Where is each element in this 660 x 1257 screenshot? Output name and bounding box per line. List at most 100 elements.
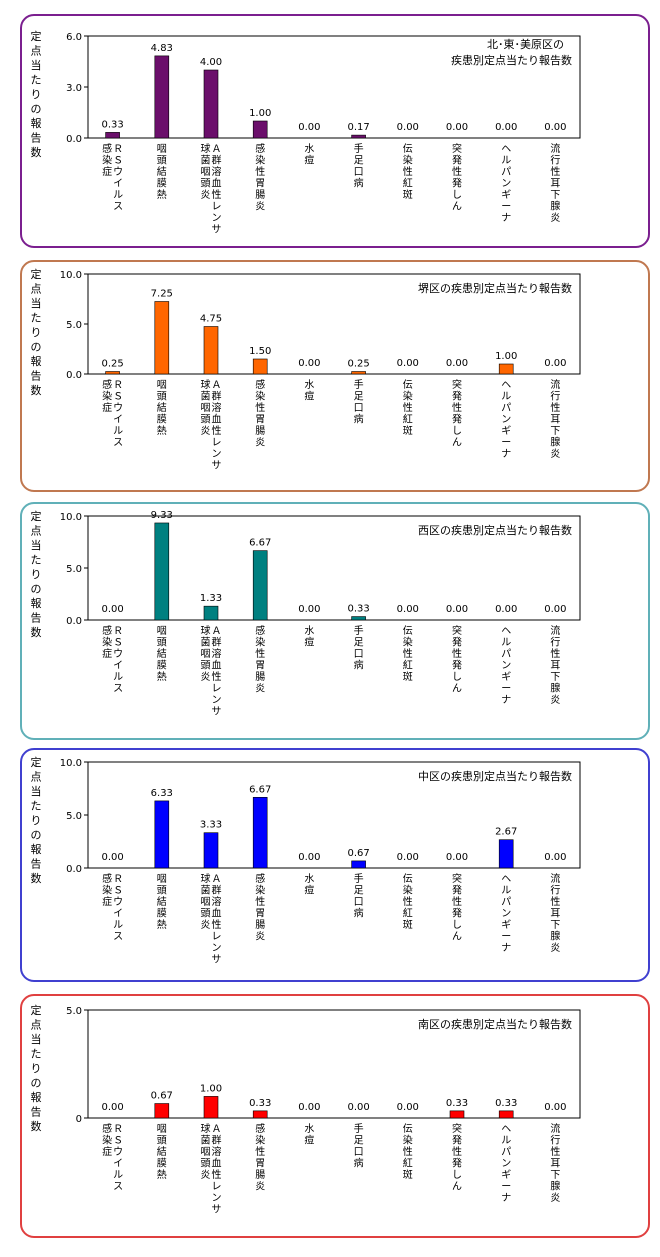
category-label-char: 斑: [403, 918, 413, 931]
category-label-char: 性: [403, 647, 413, 660]
category-label-char: 結: [157, 1145, 167, 1158]
category-label-char: ル: [113, 672, 123, 683]
category-label-char: 胃: [255, 908, 265, 920]
category-label-char: 斑: [403, 188, 413, 201]
data-label: 0.00: [446, 852, 468, 863]
bar: [252, 550, 268, 621]
category-label-char: 熱: [157, 424, 167, 437]
category-label-char: レ: [212, 932, 222, 943]
category-label-char: 結: [157, 401, 167, 414]
category-label-char: 伝: [403, 873, 413, 885]
category-label-char: 痘: [304, 884, 314, 897]
category-label-char: 突: [452, 378, 462, 391]
category-label-char: 発: [452, 636, 462, 649]
category-label-char: 膜: [157, 660, 167, 672]
category-label-char: 性: [212, 188, 222, 201]
category-label-char: 行: [550, 154, 560, 167]
data-label: 0.00: [544, 852, 566, 863]
category-label-char: 行: [550, 390, 560, 403]
category-label-char: 頭: [201, 908, 211, 920]
category-label-char: ン: [501, 909, 511, 920]
data-label: 1.00: [200, 1083, 222, 1094]
category-label-char: ル: [501, 156, 511, 167]
y-axis-label-char: の: [31, 341, 42, 354]
category-label-char: 咽: [201, 1146, 211, 1158]
data-label: 0.00: [298, 852, 320, 863]
category-label-char: 発: [452, 413, 462, 426]
bar: [351, 134, 366, 139]
data-label: 1.50: [249, 346, 271, 357]
category-label-char: 症: [102, 401, 112, 414]
category-label-char: 斑: [403, 424, 413, 437]
category-label-char: ル: [113, 426, 123, 437]
category-label-char: ヘ: [501, 874, 511, 885]
category-label-char: ん: [452, 931, 462, 943]
category-label-char: 群: [212, 884, 222, 897]
category-label-char: ス: [113, 932, 123, 943]
category-label-char: 症: [102, 165, 112, 178]
category-label-char: 菌: [201, 885, 211, 897]
category-label-char: ギ: [501, 425, 511, 437]
category-label-char: 流: [550, 624, 560, 637]
data-label: 0.33: [446, 1098, 468, 1109]
data-label: 6.33: [151, 788, 173, 799]
category-label-char: 症: [102, 647, 112, 660]
y-axis-label-char: 定: [31, 29, 42, 43]
category-label-char: ナ: [501, 942, 511, 954]
category-label-char: 頭: [157, 637, 167, 649]
data-label: 0.33: [347, 604, 369, 615]
category-label-char: 性: [212, 1168, 222, 1181]
category-label-char: 咽: [157, 143, 167, 155]
data-label: 0.00: [101, 604, 123, 615]
category-label-char: ん: [452, 437, 462, 449]
data-label: 0.00: [544, 1102, 566, 1113]
y-tick-label: 0.0: [66, 864, 82, 875]
category-label-char: 性: [255, 1145, 265, 1158]
category-label-char: 腸: [255, 919, 265, 931]
category-label-char: 染: [403, 154, 413, 167]
category-label-char: ナ: [501, 212, 511, 224]
category-label-char: 染: [255, 636, 265, 649]
category-label-char: 血: [212, 1157, 222, 1170]
category-label-char: 咽: [157, 625, 167, 637]
bar: [203, 69, 219, 139]
category-label-char: ル: [501, 886, 511, 897]
y-axis-label-char: り: [31, 814, 42, 827]
category-label-char: 痘: [304, 390, 314, 403]
data-label: 0.00: [495, 122, 517, 133]
data-label: 0.67: [347, 848, 369, 859]
category-label-char: 結: [157, 895, 167, 908]
category-label-char: 胃: [255, 414, 265, 426]
category-label-char: 血: [212, 413, 222, 426]
category-label-char: 腺: [550, 930, 560, 943]
category-label-char: 性: [212, 918, 222, 931]
y-tick-label: 5.0: [66, 320, 82, 331]
category-label-char: 水: [304, 873, 314, 885]
category-label-char: ル: [113, 190, 123, 201]
category-label-char: 腸: [255, 425, 265, 437]
category-label-char: 炎: [201, 1169, 211, 1181]
category-label-char: 染: [403, 390, 413, 403]
data-label: 6.67: [249, 538, 271, 549]
category-label-char: 溶: [212, 401, 222, 414]
category-label-char: 溶: [212, 1145, 222, 1158]
category-label-char: Ａ: [212, 626, 222, 637]
category-label-char: 血: [212, 177, 222, 190]
data-label: 0.00: [544, 358, 566, 369]
category-label-char: 性: [255, 401, 265, 414]
category-label-char: 菌: [201, 1135, 211, 1147]
category-label-char: ウ: [113, 648, 123, 660]
y-axis-label-char: 当: [31, 538, 42, 552]
category-label-char: 染: [102, 390, 112, 403]
category-label-char: 病: [354, 177, 364, 190]
